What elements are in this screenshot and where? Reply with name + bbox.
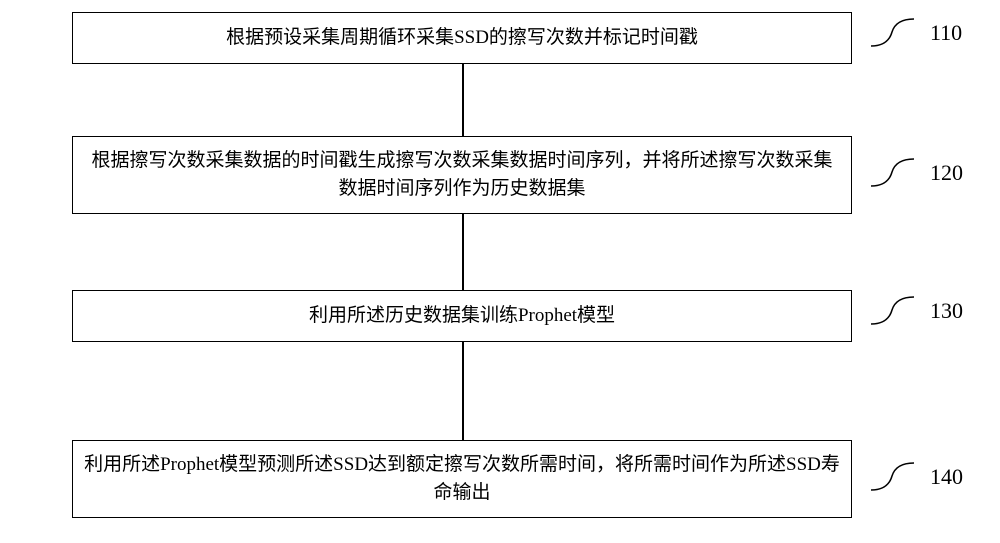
flowchart-canvas: 根据预设采集周期循环采集SSD的擦写次数并标记时间戳 110 根据擦写次数采集数… [0,0,1000,543]
flow-step-3-text: 利用所述历史数据集训练Prophet模型 [309,302,615,331]
connector-3-4 [462,342,464,440]
flow-step-4: 利用所述Prophet模型预测所述SSD达到额定擦写次数所需时间，将所需时间作为… [72,440,852,518]
flow-step-1-text: 根据预设采集周期循环采集SSD的擦写次数并标记时间戳 [226,24,698,53]
flow-step-3-label: 130 [930,298,963,324]
flow-step-4-label: 140 [930,464,963,490]
connector-2-3 [462,214,464,290]
flow-step-2-label: 120 [930,160,963,186]
bracket-4 [870,462,916,492]
connector-1-2 [462,64,464,136]
bracket-1 [870,18,916,48]
bracket-3 [870,296,916,326]
flow-step-2: 根据擦写次数采集数据的时间戳生成擦写次数采集数据时间序列，并将所述擦写次数采集数… [72,136,852,214]
flow-step-4-text: 利用所述Prophet模型预测所述SSD达到额定擦写次数所需时间，将所需时间作为… [83,451,841,508]
flow-step-2-text: 根据擦写次数采集数据的时间戳生成擦写次数采集数据时间序列，并将所述擦写次数采集数… [83,147,841,204]
flow-step-1-label: 110 [930,20,962,46]
flow-step-1: 根据预设采集周期循环采集SSD的擦写次数并标记时间戳 [72,12,852,64]
bracket-2 [870,158,916,188]
flow-step-3: 利用所述历史数据集训练Prophet模型 [72,290,852,342]
